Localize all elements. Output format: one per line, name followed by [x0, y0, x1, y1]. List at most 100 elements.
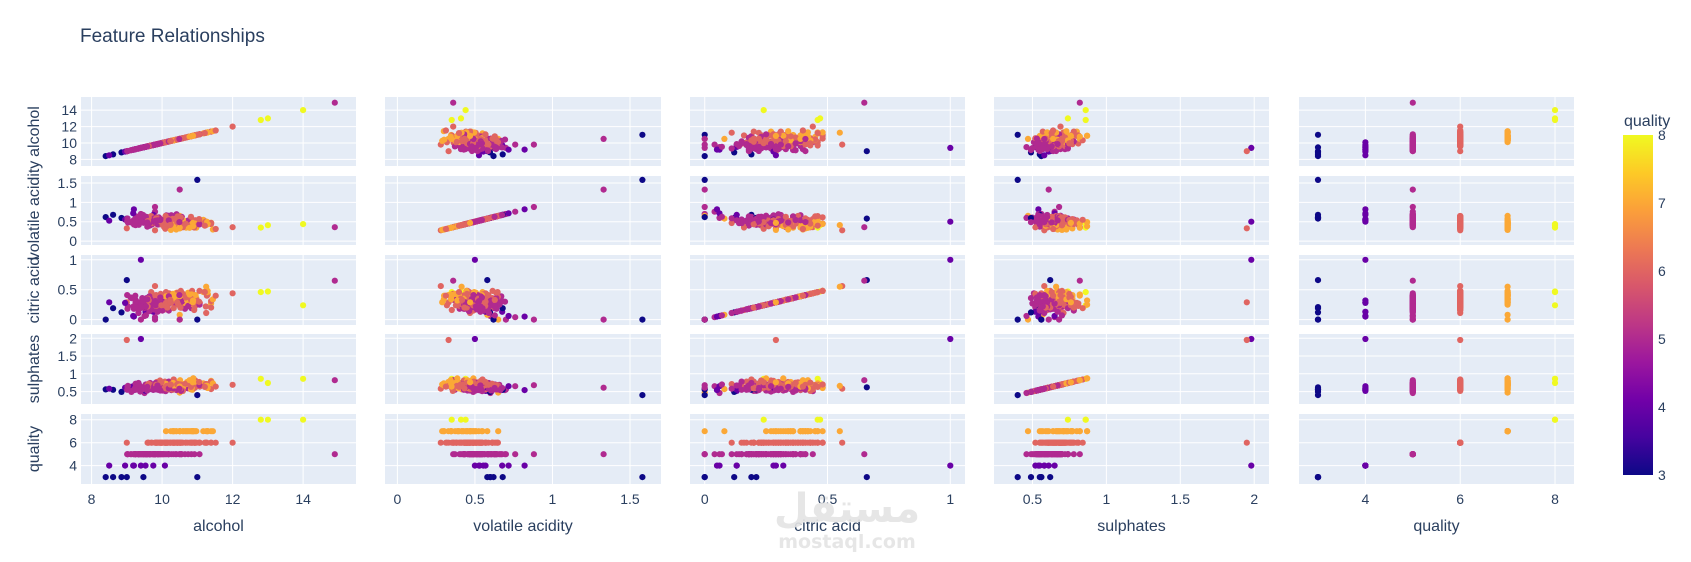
- point: [772, 336, 780, 344]
- point: [1038, 316, 1045, 323]
- point: [448, 306, 455, 314]
- panel-alcohol-vs-volatile-acidity: [385, 97, 661, 166]
- point: [1314, 304, 1322, 311]
- point: [491, 143, 498, 150]
- point: [212, 127, 219, 134]
- point: [1014, 316, 1021, 323]
- point: [485, 292, 492, 299]
- point: [701, 153, 708, 160]
- point: [836, 222, 843, 229]
- point: [1314, 386, 1322, 393]
- panel-alcohol-vs-sulphates: [994, 97, 1269, 166]
- point: [809, 123, 816, 130]
- point: [505, 312, 512, 320]
- point: [132, 298, 139, 305]
- point: [448, 135, 455, 142]
- point: [186, 291, 193, 298]
- point: [461, 385, 468, 392]
- panel-volatile-acidity-vs-alcohol: [81, 176, 356, 245]
- point: [189, 132, 196, 139]
- point: [1243, 225, 1250, 232]
- point: [331, 377, 338, 384]
- point: [512, 383, 519, 390]
- point: [176, 186, 183, 193]
- point: [512, 141, 519, 148]
- point: [462, 146, 469, 153]
- point: [530, 141, 538, 148]
- point: [1067, 140, 1074, 147]
- point: [1045, 186, 1052, 193]
- point: [512, 314, 519, 321]
- point: [1457, 336, 1464, 344]
- point: [189, 299, 196, 306]
- point: [1050, 127, 1057, 134]
- point: [1314, 176, 1322, 183]
- point: [201, 222, 208, 229]
- point: [457, 115, 465, 122]
- point: [1050, 383, 1057, 390]
- panel-citric-acid-vs-volatile-acidity: [385, 255, 661, 325]
- point: [728, 219, 735, 227]
- point: [792, 140, 799, 147]
- point: [1409, 218, 1416, 225]
- panel-citric-acid-vs-citric-acid: [690, 255, 965, 325]
- point: [792, 294, 799, 301]
- point: [212, 383, 219, 390]
- panel-citric-acid-vs-quality: [1299, 255, 1574, 325]
- point: [721, 135, 728, 142]
- point: [701, 186, 708, 193]
- point: [1014, 176, 1021, 183]
- point: [1248, 218, 1255, 225]
- point: [477, 308, 484, 315]
- point: [151, 227, 159, 234]
- point: [1243, 336, 1250, 344]
- point: [196, 131, 203, 138]
- point: [154, 308, 161, 315]
- point: [132, 146, 139, 153]
- point: [462, 107, 469, 114]
- point: [1064, 115, 1071, 122]
- point: [1033, 216, 1040, 224]
- panel-sulphates-vs-quality: [1299, 334, 1574, 404]
- point: [792, 134, 799, 141]
- point: [123, 336, 130, 344]
- point: [331, 277, 338, 284]
- point: [836, 129, 843, 136]
- point: [455, 130, 463, 137]
- point: [701, 384, 708, 391]
- point: [437, 283, 444, 290]
- point: [106, 152, 113, 159]
- point: [491, 213, 498, 220]
- point: [165, 217, 172, 224]
- y-tick-label: 0.5: [58, 214, 78, 230]
- point: [450, 123, 457, 130]
- point: [1033, 294, 1040, 301]
- point: [1064, 145, 1071, 152]
- point: [505, 210, 512, 217]
- point: [600, 316, 607, 323]
- point: [1033, 135, 1040, 142]
- point: [106, 385, 113, 392]
- point: [454, 375, 461, 382]
- point: [138, 303, 145, 310]
- point: [122, 299, 129, 306]
- point: [1076, 133, 1083, 140]
- point: [760, 379, 767, 386]
- point: [772, 132, 780, 139]
- point: [491, 296, 498, 303]
- point: [1039, 303, 1046, 310]
- point: [229, 290, 236, 297]
- point: [106, 299, 113, 306]
- point: [819, 129, 826, 136]
- point: [1027, 147, 1035, 154]
- point: [499, 384, 506, 392]
- point: [733, 308, 740, 315]
- point: [812, 213, 819, 220]
- point: [138, 218, 145, 225]
- point: [947, 144, 954, 151]
- point: [861, 99, 868, 106]
- point: [733, 382, 740, 389]
- point: [767, 383, 775, 390]
- point: [733, 217, 740, 224]
- point: [132, 386, 139, 393]
